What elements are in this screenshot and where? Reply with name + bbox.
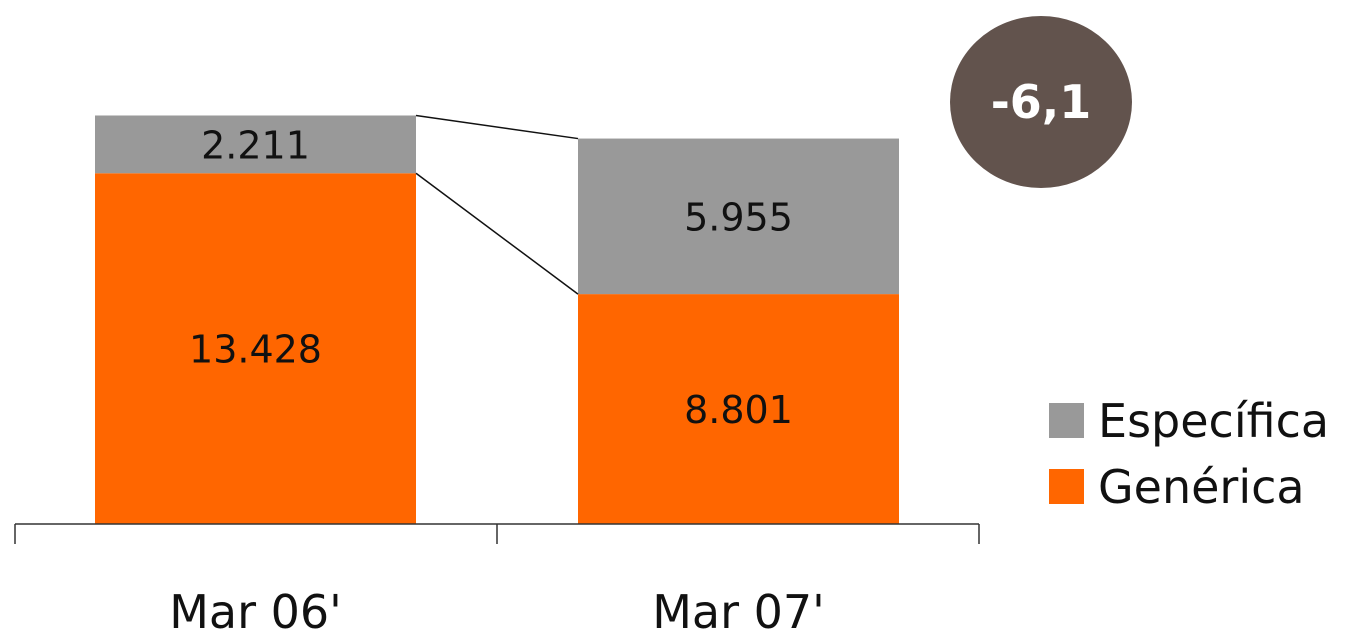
bar-específica-1 bbox=[95, 115, 416, 174]
change-badge-text: -6,1 bbox=[991, 75, 1092, 129]
legend-label-genérica: Genérica bbox=[1098, 460, 1305, 514]
legend-swatch-específica bbox=[1049, 403, 1084, 438]
bar-genérica-1 bbox=[95, 173, 416, 524]
value-label-genérica-1: 13.428 bbox=[189, 328, 322, 372]
category-label-1: Mar 06' bbox=[169, 585, 342, 630]
connector-line-genérica bbox=[415, 172, 579, 295]
value-label-específica-2: 5.955 bbox=[684, 195, 793, 239]
bar-genérica-2 bbox=[578, 294, 899, 524]
connector-line-específica bbox=[415, 114, 579, 140]
change-badge-circle bbox=[950, 16, 1132, 188]
value-label-específica-1: 2.211 bbox=[201, 123, 310, 167]
legend-swatch-genérica bbox=[1049, 469, 1084, 504]
value-label-genérica-2: 8.801 bbox=[684, 388, 793, 432]
bar-específica-2 bbox=[578, 138, 899, 295]
legend: Específica Genérica bbox=[1049, 394, 1329, 514]
bars-group: 13.428 2.211 8.801 5.955 bbox=[95, 115, 899, 524]
change-badge: -6,1 bbox=[950, 16, 1132, 188]
category-label-2: Mar 07' bbox=[652, 585, 825, 630]
connectors-group bbox=[415, 114, 579, 295]
legend-label-específica: Específica bbox=[1098, 394, 1329, 448]
x-axis: Mar 06' Mar 07' bbox=[14, 523, 980, 630]
